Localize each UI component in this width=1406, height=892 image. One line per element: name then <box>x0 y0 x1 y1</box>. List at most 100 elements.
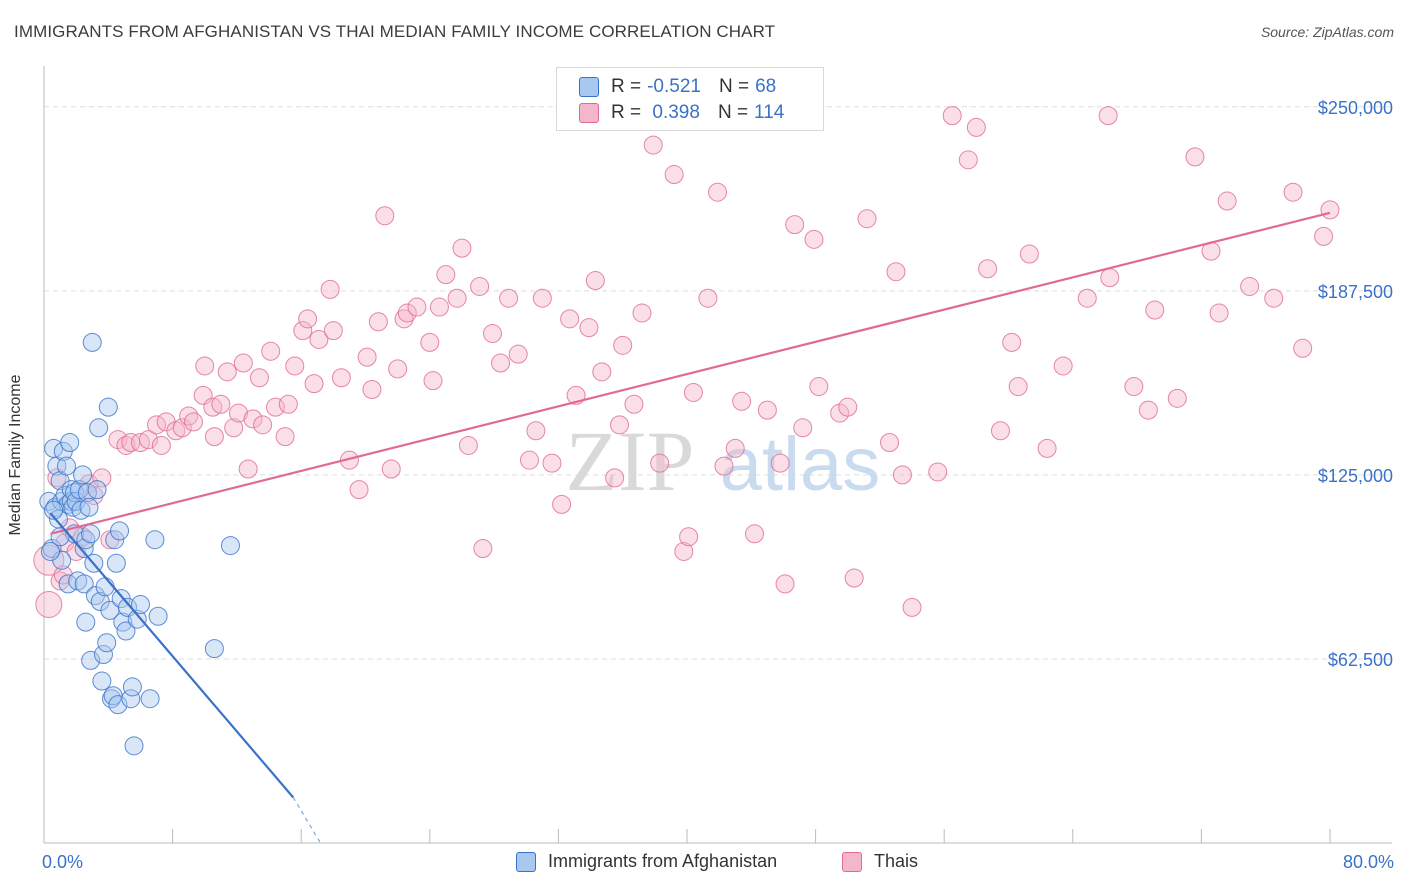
thai-point <box>542 453 562 473</box>
thai-point <box>978 259 998 279</box>
afghanistan-point <box>98 397 118 417</box>
thai-point <box>732 391 752 411</box>
afghanistan-point <box>79 497 99 517</box>
afghanistan-point <box>121 689 141 709</box>
series-legend-afghanistan[interactable]: Immigrants from Afghanistan <box>516 851 777 872</box>
x-tick-label-min: 0.0% <box>42 852 84 872</box>
thai-point <box>253 415 273 435</box>
thai-point <box>785 215 805 235</box>
thai-point <box>233 353 253 373</box>
thai-point <box>436 265 456 285</box>
thai-point <box>928 462 948 482</box>
thai-point <box>1240 276 1260 296</box>
thai-point <box>183 412 203 432</box>
thai-point <box>278 394 298 414</box>
thai-point <box>53 565 73 585</box>
thai-point <box>1124 377 1144 397</box>
series-legend-thai[interactable]: Thais <box>842 851 918 872</box>
thai-point <box>394 309 414 329</box>
thai-point <box>407 297 427 317</box>
thai-point <box>331 368 351 388</box>
thai-point <box>605 468 625 488</box>
afghanistan-point <box>81 650 101 670</box>
thai-point <box>243 409 263 429</box>
thai-point <box>592 362 612 382</box>
trend-lines <box>49 211 1331 844</box>
thai-point <box>1037 438 1057 458</box>
thai-point <box>261 341 281 361</box>
thai-point <box>265 397 285 417</box>
afghanistan-point <box>145 530 165 550</box>
chart-title: IMMIGRANTS FROM AFGHANISTAN VS THAI MEDI… <box>14 22 776 41</box>
afghanistan-point <box>97 633 117 653</box>
thai-point <box>793 418 813 438</box>
thai-point <box>560 309 580 329</box>
thai-point <box>368 312 388 332</box>
thai-point <box>238 459 258 479</box>
afghanistan-point <box>124 736 144 756</box>
afghanistan-point <box>76 612 96 632</box>
thai-point <box>1008 377 1028 397</box>
series-swatch-blue <box>516 851 536 872</box>
thai-point <box>499 288 519 308</box>
thai-point <box>966 117 986 137</box>
thai-point <box>708 182 728 202</box>
thai-point <box>298 309 318 329</box>
legend-n-value: 114 <box>754 102 785 123</box>
axes <box>43 66 1392 844</box>
afghanistan-point <box>89 418 109 438</box>
thai-point <box>1098 106 1118 126</box>
afghanistan-point <box>110 521 130 541</box>
thai-point <box>138 430 158 450</box>
series-swatch-pink <box>842 851 862 872</box>
thai-point <box>470 276 490 296</box>
thai-point <box>423 371 443 391</box>
legend-r-label: R = <box>611 102 642 123</box>
thai-point <box>452 238 472 258</box>
thai-point <box>519 450 539 470</box>
thai-point <box>151 435 171 455</box>
y-tick-label: $62,500 <box>1328 650 1393 670</box>
thai-point <box>725 438 745 458</box>
afghanistan-point <box>204 639 224 659</box>
thai-point <box>92 468 112 488</box>
thai-point <box>892 465 912 485</box>
thai-point <box>1209 303 1229 323</box>
y-tick-label: $187,500 <box>1318 282 1393 302</box>
thai-point <box>397 303 417 323</box>
afghanistan-point <box>106 553 126 573</box>
thai-point <box>757 400 777 420</box>
thai-point <box>809 377 829 397</box>
thai-point <box>643 135 663 155</box>
afghanistan-point <box>40 541 60 561</box>
afghanistan-point <box>93 645 113 665</box>
thai-point <box>249 368 269 388</box>
legend-swatch-pink <box>579 103 599 123</box>
thai-point <box>609 415 629 435</box>
thai-point <box>1264 288 1284 308</box>
afghanistan-point <box>95 577 115 597</box>
afghanistan-point <box>81 524 101 544</box>
afghanistan-point <box>108 695 128 715</box>
legend-row-afghanistan: R = -0.521 N = 68 <box>579 75 776 99</box>
thai-point <box>585 271 605 291</box>
thai-point <box>388 359 408 379</box>
afghanistan-point <box>140 689 160 709</box>
afghanistan-point <box>116 621 136 641</box>
thai-point <box>886 262 906 282</box>
thai-point <box>958 150 978 170</box>
thai-point <box>375 206 395 226</box>
thai-point <box>293 321 313 341</box>
thai-trend-line <box>50 211 1331 535</box>
legend-r-value: 0.398 <box>647 102 700 123</box>
y-tick-labels: $62,500 $125,000 $187,500 $250,000 <box>1318 98 1393 670</box>
afghanistan-trend-line <box>49 512 294 799</box>
thai-point <box>285 356 305 376</box>
thai-point <box>942 106 962 126</box>
thai-point <box>447 288 467 308</box>
thai-point <box>745 524 765 544</box>
thai-point <box>211 394 231 414</box>
thai-point <box>491 353 511 373</box>
thai-point <box>990 421 1010 441</box>
thai-point <box>902 597 922 617</box>
